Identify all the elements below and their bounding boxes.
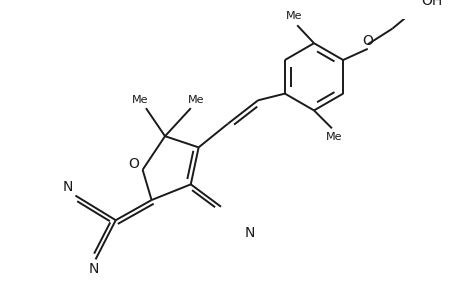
- Text: O: O: [362, 34, 372, 48]
- Text: OH: OH: [420, 0, 442, 8]
- Text: Me: Me: [285, 11, 302, 21]
- Text: Me: Me: [325, 132, 341, 142]
- Text: Me: Me: [188, 95, 204, 105]
- Text: N: N: [88, 262, 98, 277]
- Text: Me: Me: [132, 95, 148, 105]
- Text: N: N: [62, 180, 73, 194]
- Text: N: N: [245, 226, 255, 239]
- Text: O: O: [128, 157, 139, 171]
